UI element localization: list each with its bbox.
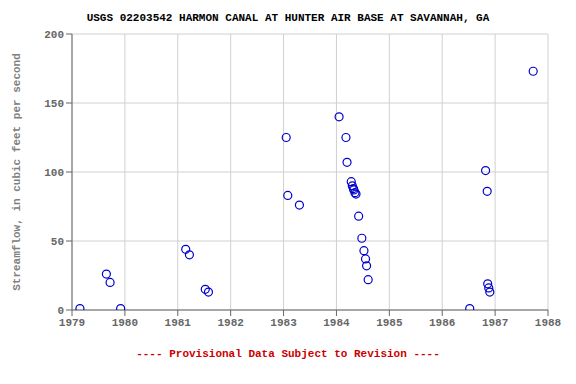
svg-text:1986: 1986 [429, 317, 455, 329]
html-text:USGS 02203542 HARMON CANAL AT: USGS 02203542 HARMON CANAL AT HUNTER AIR… [86, 12, 490, 24]
svg-text:50: 50 [51, 236, 64, 248]
html-text:---- Provisional Data Subject: ---- Provisional Data Subject to Revisio… [136, 348, 440, 360]
svg-text:150: 150 [44, 98, 64, 110]
svg-text:0: 0 [57, 305, 64, 317]
svg-text:200: 200 [44, 29, 64, 41]
svg-text:1987: 1987 [482, 317, 508, 329]
svg-text:1979: 1979 [59, 317, 85, 329]
svg-text:1981: 1981 [165, 317, 192, 329]
svg-text:1980: 1980 [112, 317, 138, 329]
svg-text:1985: 1985 [376, 317, 403, 329]
svg-text:1983: 1983 [270, 317, 297, 329]
svg-text:100: 100 [44, 167, 64, 179]
svg-text:1988: 1988 [535, 317, 562, 329]
svg-text:Streamflow, in cubic feet per: Streamflow, in cubic feet per second [11, 53, 23, 291]
svg-text:1984: 1984 [323, 317, 350, 329]
svg-text:1982: 1982 [217, 317, 243, 329]
